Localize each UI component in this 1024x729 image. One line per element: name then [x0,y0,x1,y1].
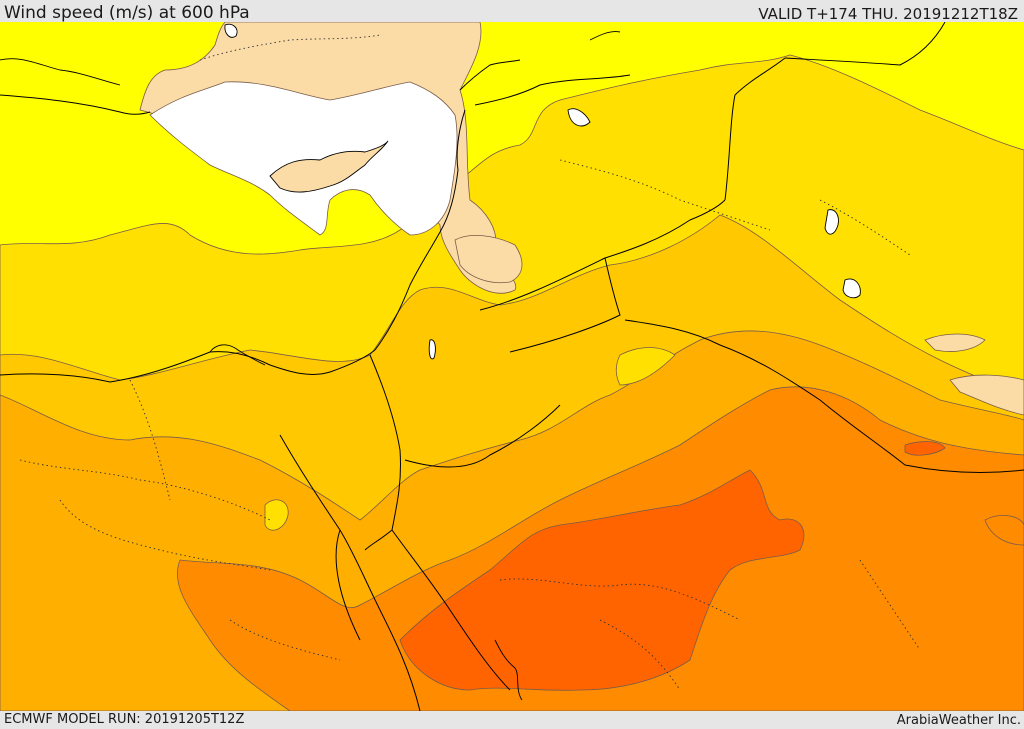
header-bar: Wind speed (m/s) at 600 hPa VALID T+174 … [0,0,1024,23]
water-bodies [224,23,861,360]
band-red-orange [399,469,805,691]
patch-gold-jordan [615,347,676,386]
footer-bar: ECMWF MODEL RUN: 20191205T12Z ArabiaWeat… [0,711,1024,729]
valid-time-label: VALID T+174 THU. 20191212T18Z [758,5,1018,23]
patch-red-orange-east [904,441,946,456]
patch-tan-syria [454,235,523,284]
country-borders [0,22,1024,711]
admin-boundaries [19,34,921,691]
cyprus-island [269,140,389,193]
credit-label: ArabiaWeather Inc. [896,713,1021,728]
patch-orange-east [984,515,1024,546]
wind-speed-map [0,22,1024,711]
patch-tan-iran [949,374,1024,416]
patch-tan-iraq [924,333,986,352]
band-white [149,81,458,236]
map-title: Wind speed (m/s) at 600 hPa [4,3,250,23]
model-run-label: ECMWF MODEL RUN: 20191205T12Z [4,712,245,727]
coast-detail [0,31,621,701]
patch-gold-sinai [264,499,289,531]
